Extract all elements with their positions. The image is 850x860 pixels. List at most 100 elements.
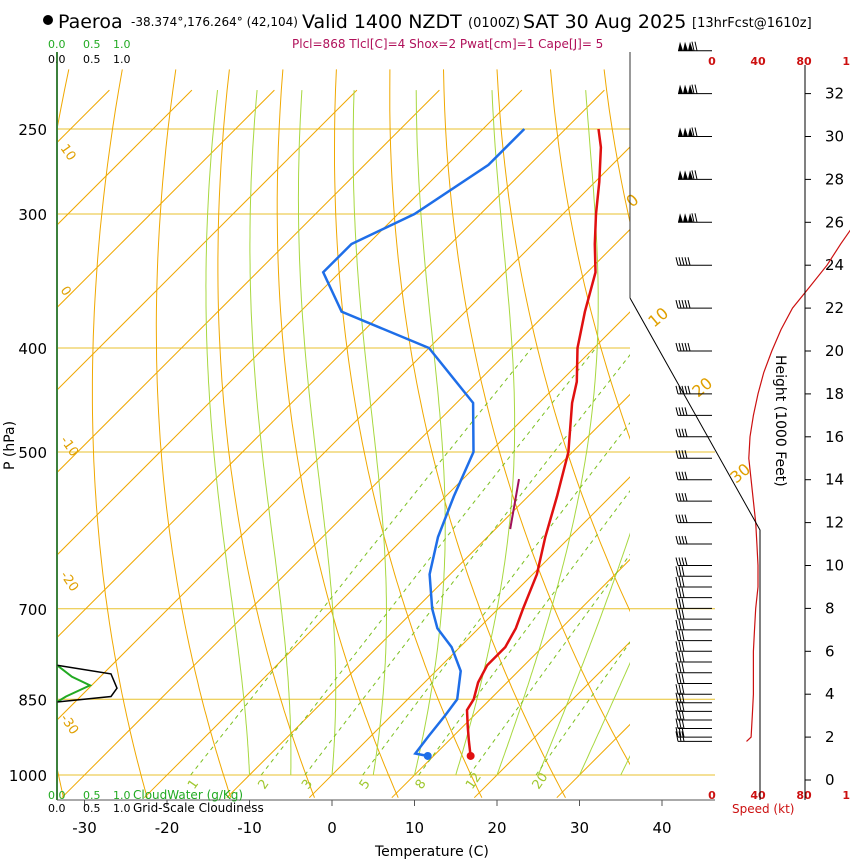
dry-adiabat-250 [91,69,148,798]
x-tick-label-30: 30 [570,819,589,837]
wind-feather [678,428,682,437]
speed-bottom-tick-1: 40 [750,789,766,802]
wind-feather [675,257,679,266]
moist-adiabat-10 [414,90,446,776]
wind-feather [684,428,688,437]
isotherm--30 [61,228,630,799]
wind-flag [688,213,693,223]
wind-feather [681,493,685,502]
wind-feather [687,342,691,352]
wind-feather [675,709,679,721]
x-tick-label-40: 40 [652,819,671,837]
wind-speed-profile [746,229,850,742]
wind-feather [678,587,682,598]
isotherm-10 [391,558,630,799]
wind-feather [691,41,695,51]
wind-feather [687,257,691,266]
wind-flag [688,170,693,180]
isotherm-20 [473,641,630,799]
moist-adiabat-15 [455,90,516,776]
mixing-label-5: 5 [357,777,374,792]
wind-flag [683,41,688,51]
surface-dew-marker [423,751,432,760]
sounding-indices: Plcl=868 Tlcl[C]=4 Shox=2 Pwat[cm]=1 Cap… [292,37,603,51]
wind-flag [683,213,688,223]
wind-flag [678,170,683,180]
wind-feather [675,598,679,609]
wind-feather [678,471,682,480]
wind-feather [678,557,682,566]
height-label-24: 24 [825,256,844,274]
wind-feather [681,587,685,598]
wind-feather [681,684,685,695]
wind-feather [684,385,688,395]
mixing-label-12: 12 [463,770,485,792]
wind-feather [675,566,679,577]
temperature-profile [465,128,603,757]
valid-utc: (0100Z) [468,16,520,31]
valid-date: SAT 30 Aug 2025 [523,11,686,33]
speed-bottom-tick-0: 0 [708,789,716,802]
cloudiness-bottom-tick-0: 0.0 [48,802,66,815]
wind-feather [681,257,685,266]
wind-feather [694,213,698,223]
height-label-6: 6 [825,642,835,660]
height-label-2: 2 [825,728,835,746]
cloudiness-profile [56,664,118,703]
height-axis-bracket [629,297,761,800]
x-tick-label-10: 10 [405,819,424,837]
dry-adiabat-label-20: 20 [688,373,716,401]
wind-flag [683,170,688,180]
wind-feather [675,641,679,652]
legend-cloudiness: Grid-Scale Cloudiness [133,801,264,815]
wind-feather [681,630,685,641]
height-label-22: 22 [825,299,844,317]
wind-feather [678,684,682,695]
wind-flag [678,84,683,94]
wind-feather [681,673,685,684]
wind-feather [681,428,685,437]
wind-feather [675,535,679,545]
isotherm--70 [57,89,440,474]
x-tick-label-20: 20 [487,819,506,837]
pressure-label-850: 850 [18,691,47,709]
wind-feather [675,718,679,729]
dry-adiabat-290 [334,69,483,798]
wind-feather [675,450,679,459]
wind-flag [678,127,683,137]
forecast-info: [13hrFcst@1610z] [692,16,812,31]
mixing-label-20: 20 [530,770,552,792]
wind-feather [681,299,685,309]
dewpoint-profile [321,128,526,758]
moist-adiabat--10 [205,90,250,776]
wind-feather [694,170,698,180]
wind-feather [675,587,679,598]
wind-flag [688,84,693,94]
cloud-bottom-tick-1: 0.5 [83,789,101,802]
moist-adiabat-25 [537,532,630,776]
wind-feather [681,731,685,742]
dry-adiabat-320 [496,69,630,613]
dry-adiabat-270 [217,69,315,798]
isotherm-40 [639,90,850,798]
wind-feather [678,257,682,266]
wind-feather [678,450,682,459]
wind-feather [675,651,679,663]
wind-feather [684,514,688,523]
wind-feather [678,342,682,352]
surface-temp-marker [466,751,475,760]
wind-feather [684,407,688,416]
wind-feather [684,450,688,459]
wind-feather [675,342,679,352]
wind-feather [681,471,685,480]
y-axis-title: P (hPa) [2,421,18,470]
dry-adiabat-310 [443,69,630,766]
wind-feather [675,731,679,742]
wind-feather [687,299,691,309]
isotherm--100 [57,89,193,226]
mixing-ratio-3 [304,354,630,776]
wind-barbs [675,41,712,742]
wind-feather [675,609,679,620]
wind-feather [675,662,679,673]
wind-feather [684,535,688,545]
